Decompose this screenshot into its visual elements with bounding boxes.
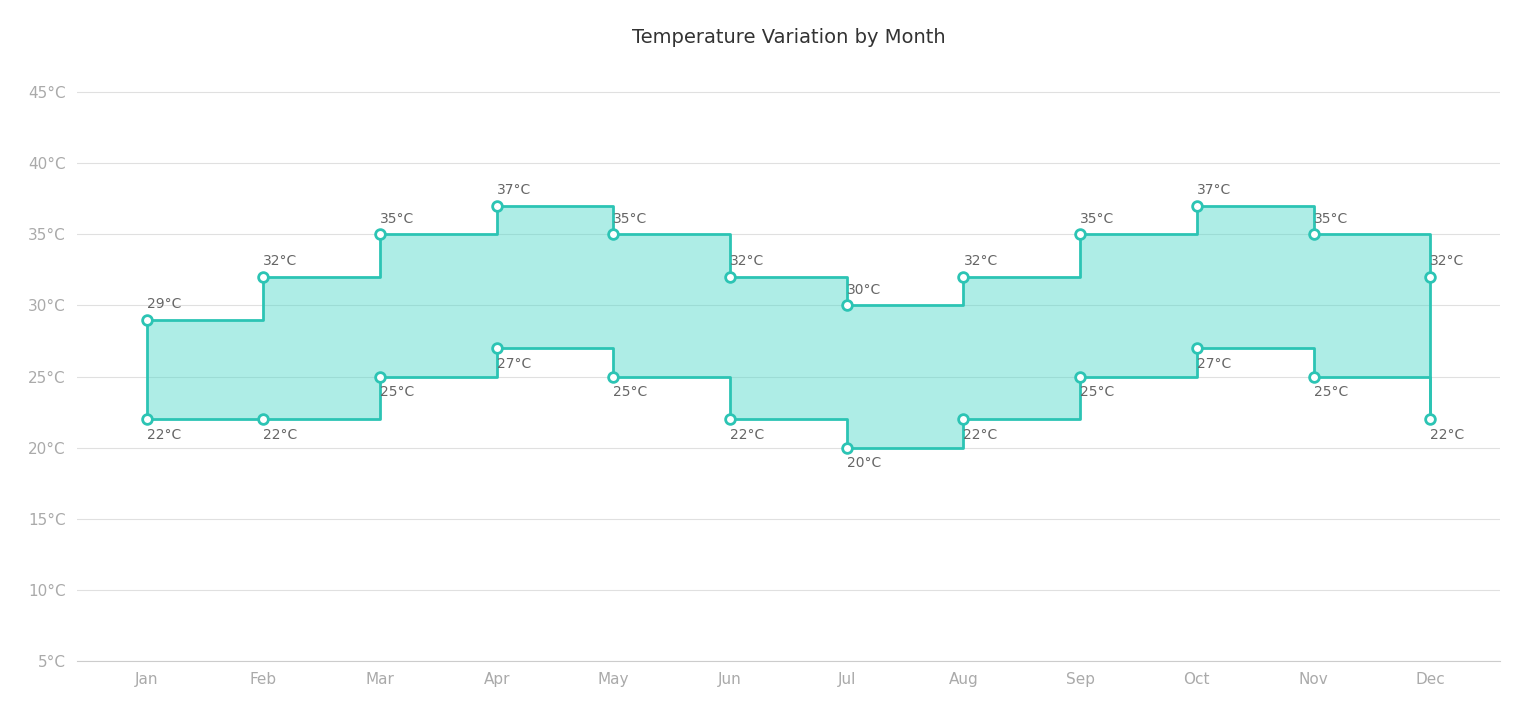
Text: 22°C: 22°C <box>964 428 998 442</box>
Text: 32°C: 32°C <box>1430 255 1464 268</box>
Text: 35°C: 35°C <box>1080 212 1114 226</box>
Text: 30°C: 30°C <box>847 283 882 297</box>
Text: 20°C: 20°C <box>847 456 882 470</box>
Text: 37°C: 37°C <box>1196 183 1232 197</box>
Text: 22°C: 22°C <box>147 428 180 442</box>
Text: 25°C: 25°C <box>613 385 648 399</box>
Title: Temperature Variation by Month: Temperature Variation by Month <box>631 28 946 46</box>
Text: 37°C: 37°C <box>497 183 530 197</box>
Text: 32°C: 32°C <box>263 255 298 268</box>
Text: 35°C: 35°C <box>1314 212 1348 226</box>
Text: 25°C: 25°C <box>1314 385 1348 399</box>
Text: 32°C: 32°C <box>964 255 998 268</box>
Text: 25°C: 25°C <box>1080 385 1114 399</box>
Text: 22°C: 22°C <box>730 428 764 442</box>
Text: 35°C: 35°C <box>613 212 648 226</box>
Text: 32°C: 32°C <box>730 255 764 268</box>
Text: 22°C: 22°C <box>1430 428 1464 442</box>
Text: 35°C: 35°C <box>380 212 414 226</box>
Text: 25°C: 25°C <box>380 385 414 399</box>
Text: 22°C: 22°C <box>263 428 298 442</box>
Text: 27°C: 27°C <box>497 357 530 370</box>
Polygon shape <box>147 206 1430 448</box>
Text: 27°C: 27°C <box>1196 357 1232 370</box>
Text: 29°C: 29°C <box>147 297 180 311</box>
